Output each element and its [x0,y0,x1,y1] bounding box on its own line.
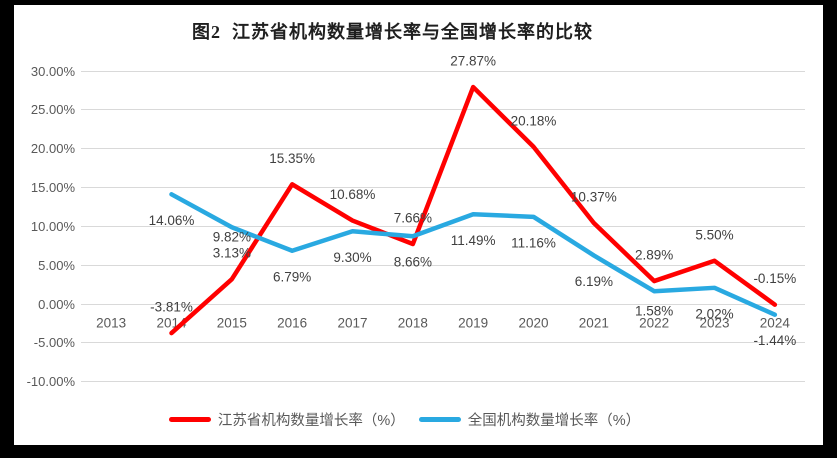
data-label: 10.37% [571,189,617,204]
legend-item-national: 全国机构数量增长率（%） [418,409,641,430]
x-tick-label: 2016 [277,316,307,331]
data-label: 20.18% [511,113,557,128]
chart-canvas: 图2 江苏省机构数量增长率与全国增长率的比较 30.00% 25.00% 20.00… [14,5,823,445]
national-series-line [169,192,778,317]
data-label: 14.06% [149,213,195,228]
data-label: -0.15% [753,271,796,286]
plot-area: 30.00% 25.00% 20.00% 15.00% 10.00% 5.00% 0.00%… [27,54,805,389]
x-tick-label: 2017 [337,316,367,331]
data-label: 9.30% [333,250,371,265]
data-label: -3.81% [150,300,193,315]
y-tick-label: 0.00% [38,297,75,312]
x-tick-label: 2018 [398,316,428,331]
data-label: 2.89% [635,248,673,263]
x-tick-label: 2013 [96,316,126,331]
data-label: 10.68% [330,187,376,202]
y-tick-label: 10.00% [31,219,76,234]
data-label: 7.66% [394,211,432,226]
data-label: 15.35% [269,151,315,166]
y-tick-label: 25.00% [31,102,76,117]
data-label: 11.16% [511,235,556,250]
data-label: 2.02% [695,306,733,321]
data-label: 3.13% [213,246,251,261]
legend-label-jiangsu: 江苏省机构数量增长率（%） [217,413,405,429]
x-tick-label: 2019 [458,316,488,331]
national-series-swatch [418,417,461,422]
x-tick-label: 2022 [639,316,669,331]
y-tick-label: 20.00% [31,141,76,156]
legend-label-national: 全国机构数量增长率（%） [467,413,641,429]
legend-item-jiangsu: 江苏省机构数量增长率（%） [168,409,405,430]
data-label: -1.44% [753,333,796,348]
x-tick-label: 2015 [217,316,247,331]
data-label: 6.19% [575,274,613,289]
data-label: 9.82% [213,230,251,245]
x-tick-label: 2020 [518,316,548,331]
x-tick-label: 2023 [699,316,729,331]
data-label: 11.49% [451,233,496,248]
legend: 江苏省机构数量增长率（%） 全国机构数量增长率（%） [0,409,809,430]
chart-title: 图2 江苏省机构数量增长率与全国增长率的比较 [192,22,593,42]
x-tick-label: 2024 [760,316,791,331]
jiangsu-series-swatch [168,417,211,422]
y-tick-label: 15.00% [31,180,76,195]
data-label: 5.50% [695,227,733,242]
data-label: 8.66% [394,255,432,270]
y-tick-label: -10.00% [27,374,76,389]
data-label: 27.87% [450,54,496,69]
data-label: 6.79% [273,269,311,284]
y-tick-label: -5.00% [34,335,76,350]
y-tick-label: 5.00% [38,258,75,273]
data-label: 1.58% [635,304,673,319]
jiangsu-series-line [169,84,778,336]
y-tick-label: 30.00% [31,64,76,79]
x-tick-label: 2021 [579,316,609,331]
